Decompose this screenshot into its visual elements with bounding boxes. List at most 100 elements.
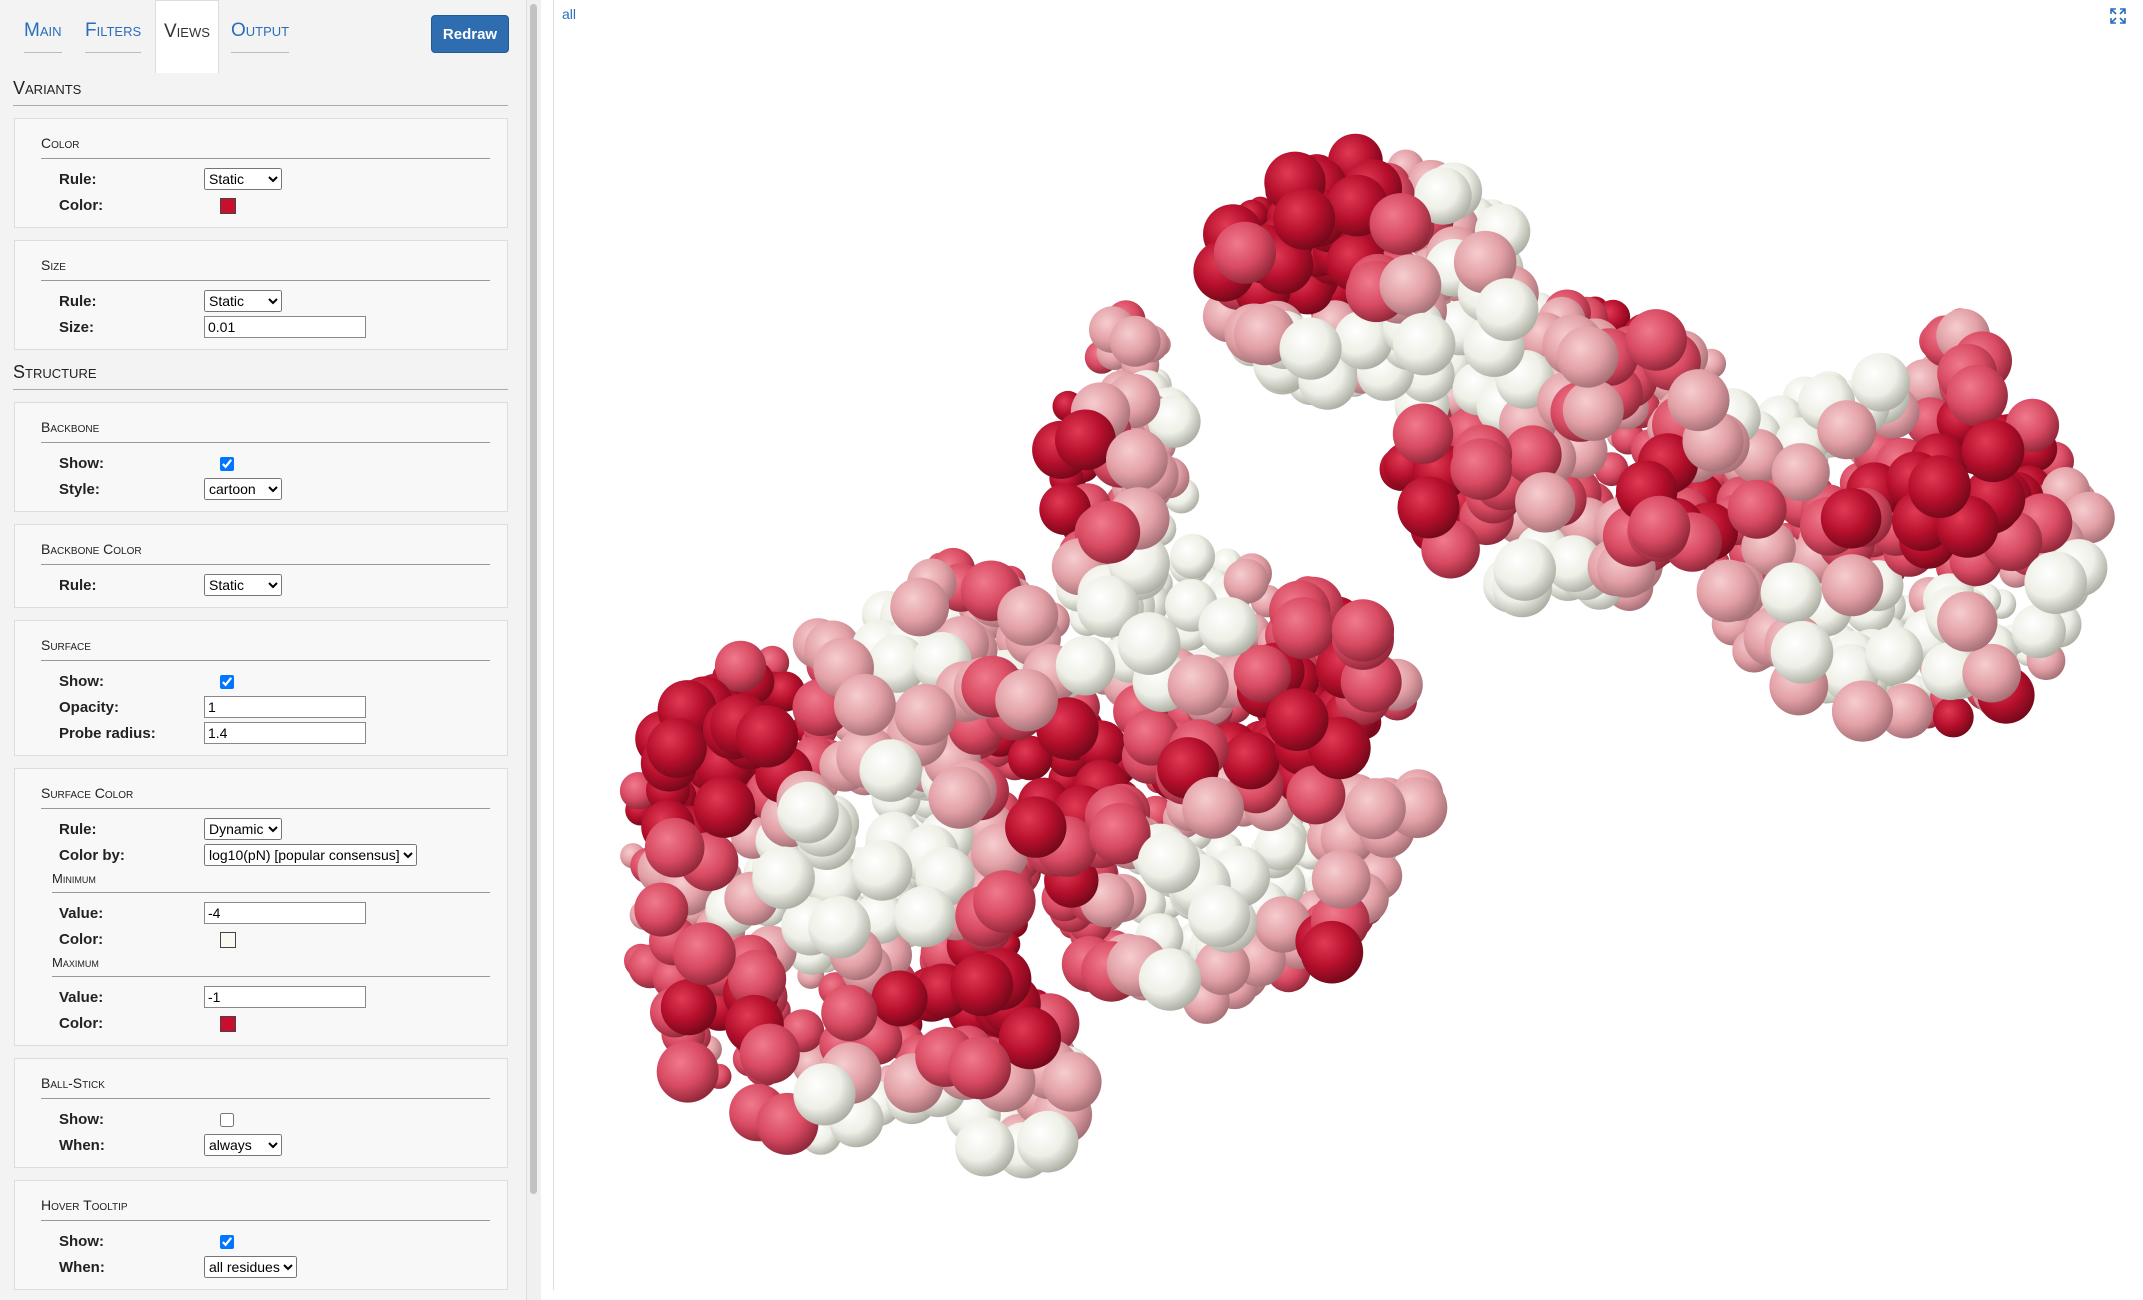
surface-atom <box>859 739 922 802</box>
color-swatch[interactable] <box>220 198 236 214</box>
text-input[interactable]: 1.4 <box>204 722 366 744</box>
surface-atom <box>714 640 767 692</box>
surface-atom <box>1198 597 1259 657</box>
surface-atom <box>1182 776 1244 839</box>
dropdown[interactable]: all residues <box>204 1256 297 1278</box>
group-title: Size <box>41 257 490 281</box>
surface-atom <box>1545 535 1603 592</box>
protein-surface[interactable] <box>554 0 2143 1290</box>
structure-viewer[interactable]: all <box>553 0 2143 1290</box>
surface-atom <box>1137 831 1201 894</box>
surface-atom <box>1962 643 2021 703</box>
surface-atom <box>1503 425 1562 485</box>
group-title: Backbone <box>41 419 490 443</box>
text-input[interactable]: -4 <box>204 902 366 924</box>
surface-atom <box>1331 599 1395 662</box>
dropdown[interactable]: always <box>204 1134 282 1156</box>
fullscreen-icon[interactable] <box>2110 8 2126 24</box>
surface-atom <box>1770 621 1834 684</box>
surface-atom <box>1213 221 1276 284</box>
surface-atom <box>1937 591 1998 652</box>
field-control: 1 <box>204 696 366 718</box>
surface-atom <box>995 668 1058 732</box>
surface-atom <box>656 1040 719 1103</box>
surface-atom <box>1878 683 1934 739</box>
field-label: Show: <box>59 673 104 690</box>
tab-bar: Main Filters Views Output Redraw <box>0 0 526 73</box>
surface-atom <box>1077 500 1141 564</box>
tab[interactable]: Views <box>155 0 219 73</box>
checkbox[interactable] <box>220 457 234 471</box>
field-control: -4 <box>204 902 366 924</box>
subheading: Maximum <box>52 955 490 977</box>
color-swatch[interactable] <box>220 932 236 948</box>
scroll-thumb[interactable] <box>530 4 537 1194</box>
text-input[interactable]: 0.01 <box>204 316 366 338</box>
section-title: Structure <box>13 362 508 390</box>
checkbox[interactable] <box>220 1113 234 1127</box>
surface-atom <box>1016 1110 1079 1173</box>
surface-atom <box>1556 326 1619 388</box>
dropdown[interactable]: Static <box>204 168 282 190</box>
dropdown[interactable]: cartoon <box>204 478 282 500</box>
group-title: Hover Tooltip <box>41 1197 490 1221</box>
checkbox[interactable] <box>220 675 234 689</box>
surface-atom <box>644 817 705 878</box>
field-control: -1 <box>204 986 366 1008</box>
dropdown[interactable]: Dynamic <box>204 818 282 840</box>
tab[interactable]: Filters <box>85 14 142 53</box>
field-label: Rule: <box>59 293 97 310</box>
surface-atom <box>1055 635 1116 696</box>
surface-atom <box>1005 796 1067 858</box>
surface-atom <box>1344 778 1406 840</box>
surface-atom <box>1170 533 1215 579</box>
surface-atom <box>1760 562 1822 624</box>
surface-atom <box>833 673 896 736</box>
field-label: Color: <box>59 197 104 214</box>
surface-atom <box>1625 309 1687 371</box>
surface-atom <box>1820 488 1882 549</box>
chain-link[interactable]: all <box>562 6 577 22</box>
surface-atom <box>634 882 689 937</box>
surface-atom <box>894 885 956 948</box>
text-input[interactable]: -1 <box>204 986 366 1008</box>
checkbox[interactable] <box>220 1235 234 1249</box>
text-input[interactable]: 1 <box>204 696 366 718</box>
surface-atom <box>1272 597 1335 660</box>
field-row: Value: -1 <box>15 985 507 1011</box>
field-control <box>204 670 234 693</box>
tab[interactable]: Main <box>24 14 62 53</box>
dropdown[interactable]: Static <box>204 574 282 596</box>
field-row: Color by: log10(pN) [popular consensus] <box>15 843 507 869</box>
field-label: Style: <box>59 481 100 498</box>
section-title: Variants <box>13 78 508 106</box>
surface-atom <box>1089 802 1151 865</box>
field-row: Show: <box>15 451 507 477</box>
dropdown[interactable]: Static <box>204 290 282 312</box>
surface-atom <box>673 922 736 986</box>
field-label: Color: <box>59 1015 104 1032</box>
field-control: cartoon <box>204 478 282 500</box>
surface-atom <box>1138 948 1202 1011</box>
surface-atom <box>1696 559 1760 623</box>
field-row: Probe radius: 1.4 <box>15 721 507 747</box>
surface-atom <box>739 1023 800 1084</box>
settings-group: Ball-Stick Show: When: always <box>14 1058 508 1168</box>
surface-atom <box>1117 612 1181 675</box>
redraw-button[interactable]: Redraw <box>431 15 509 53</box>
tab[interactable]: Output <box>231 14 290 53</box>
surface-atom <box>1300 920 1364 984</box>
field-label: Probe radius: <box>59 725 156 742</box>
scrollbar <box>526 0 541 1300</box>
field-control <box>204 1230 234 1253</box>
field-control: always <box>204 1134 282 1156</box>
field-label: Size: <box>59 319 95 336</box>
surface-atom <box>777 781 839 844</box>
dropdown[interactable]: log10(pN) [popular consensus] <box>204 844 417 866</box>
field-control: Static <box>204 168 282 190</box>
color-swatch[interactable] <box>220 1016 236 1032</box>
field-row: When: always <box>15 1133 507 1159</box>
surface-atom <box>1667 369 1730 432</box>
group-title: Surface <box>41 637 490 661</box>
